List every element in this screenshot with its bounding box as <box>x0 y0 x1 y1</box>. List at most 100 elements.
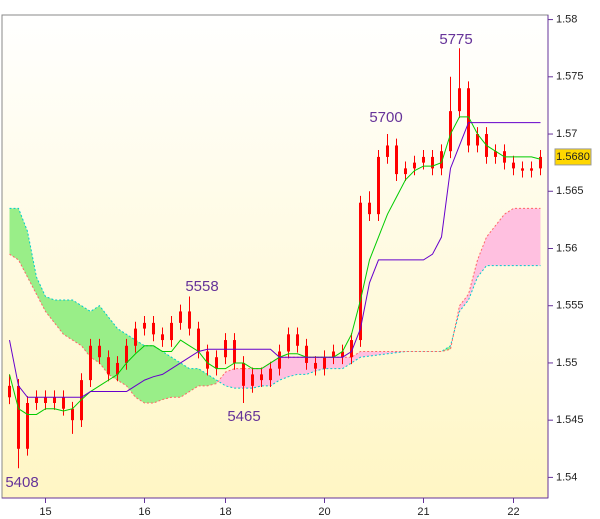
cloud-segment <box>288 357 298 377</box>
cloud-segment <box>324 357 334 369</box>
x-tick-label: 21 <box>417 506 429 518</box>
cloud-segment <box>9 208 19 260</box>
cloud-segment <box>108 317 118 381</box>
candle-body <box>332 351 335 358</box>
candle-body <box>278 351 281 369</box>
candle-body <box>323 357 326 369</box>
cloud-segment <box>135 340 145 404</box>
candle-body <box>368 202 371 215</box>
cloud-segment <box>234 368 244 389</box>
candle-body <box>449 111 452 152</box>
candle-body <box>143 322 146 329</box>
cloud-segment <box>45 296 55 323</box>
cloud-segment <box>477 237 487 278</box>
cloud-segment <box>180 362 190 398</box>
last-price-label: 1.5680 <box>556 151 590 163</box>
candle-body <box>521 168 524 171</box>
candle-body <box>422 156 425 163</box>
candle-body <box>269 368 272 381</box>
candle-body <box>53 397 56 404</box>
cloud-segment <box>531 208 541 266</box>
cloud-segment <box>441 345 451 352</box>
candle-body <box>188 311 191 329</box>
candle-body <box>476 134 479 146</box>
candle-body <box>242 362 245 386</box>
candle-body <box>377 156 380 215</box>
cloud-segment <box>468 259 478 300</box>
cloud-segment <box>342 357 352 369</box>
y-tick-label: 1.555 <box>556 300 584 312</box>
candle-body <box>440 151 443 169</box>
candle-body <box>350 340 353 358</box>
cloud-segment <box>99 305 109 375</box>
cloud-segment <box>360 351 370 358</box>
cloud-segment <box>18 208 28 278</box>
cloud-segment <box>162 351 172 400</box>
x-tick-label: 22 <box>507 506 519 518</box>
candle-body <box>170 322 173 341</box>
candle-body <box>494 151 497 157</box>
cloud-segment <box>297 357 307 375</box>
candle-body <box>179 311 182 323</box>
candle-body <box>413 162 416 169</box>
candle-body <box>161 334 164 341</box>
candle-body <box>89 345 92 381</box>
candle-body <box>404 168 407 175</box>
y-tick-label: 1.58 <box>556 13 577 25</box>
cloud-segment <box>90 305 100 363</box>
cloud-segment <box>486 225 496 266</box>
plot-area <box>1 14 549 499</box>
cloud-segment <box>126 334 136 398</box>
candle-body <box>305 345 308 363</box>
candle-body <box>215 357 218 369</box>
indicator-line <box>9 116 541 415</box>
cloud-segment <box>225 368 235 389</box>
cloud-segment <box>333 357 343 369</box>
cloud-segment <box>252 368 262 389</box>
cloud-segment <box>27 231 37 295</box>
last-price-box <box>554 148 592 166</box>
y-tick-label: 1.575 <box>556 71 584 83</box>
candle-body <box>71 408 74 421</box>
cloud-segment <box>153 345 163 404</box>
candle-body <box>386 145 389 157</box>
cloud-segment <box>504 208 514 266</box>
candle-body <box>314 362 317 369</box>
x-tick-label: 20 <box>318 506 330 518</box>
price-annotation: 5775 <box>439 31 472 48</box>
candle-body <box>125 345 128 363</box>
candle-body <box>17 385 20 449</box>
candle-body <box>8 385 11 398</box>
candle-body <box>116 362 119 375</box>
y-tick-label: 1.57 <box>556 128 577 140</box>
candle-body <box>287 334 290 352</box>
candle-body <box>233 340 236 363</box>
cloud-segment <box>522 208 532 266</box>
candle-body <box>431 156 434 169</box>
cloud-segment <box>513 208 523 266</box>
candle-body <box>539 156 542 169</box>
candle-body <box>26 403 29 449</box>
candle-body <box>251 374 254 386</box>
candle-body <box>152 322 155 335</box>
candle-body <box>512 162 515 169</box>
candle-body <box>107 357 110 375</box>
candle-body <box>206 351 209 369</box>
cloud-segment <box>72 299 82 346</box>
x-tick-label: 15 <box>39 506 51 518</box>
candle-body <box>62 397 65 409</box>
candle-body <box>359 202 362 341</box>
candle-body <box>395 145 398 175</box>
y-tick-label: 1.55 <box>556 357 577 369</box>
cloud-segment <box>243 368 253 389</box>
candle-body <box>296 334 299 346</box>
y-tick-label: 1.565 <box>556 185 584 197</box>
candle-body <box>98 345 101 358</box>
cloud-segment <box>378 351 388 355</box>
cloud-segment <box>459 294 469 312</box>
candle-body <box>224 340 227 358</box>
cloud-segment <box>36 277 46 312</box>
candle-body <box>197 328 200 352</box>
cloud-segment <box>207 374 217 386</box>
